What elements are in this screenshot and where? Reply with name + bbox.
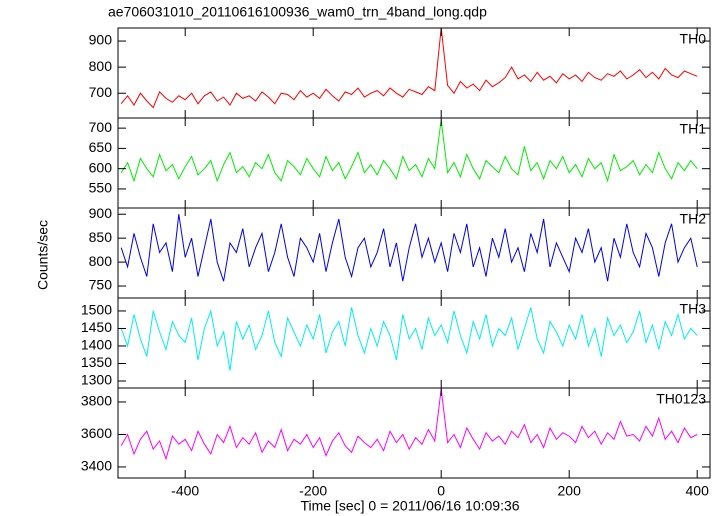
panel-label: TH3 — [680, 301, 707, 317]
y-tick-label: 750 — [89, 277, 113, 293]
y-tick-label: 900 — [89, 32, 113, 48]
y-tick-label: 800 — [89, 253, 113, 269]
y-tick-label: 700 — [89, 84, 113, 100]
data-line — [120, 388, 698, 461]
x-tick-label: 200 — [558, 483, 582, 499]
panel-label: TH2 — [680, 211, 707, 227]
y-tick-label: 850 — [89, 229, 113, 245]
y-tick-label: 3600 — [81, 425, 112, 441]
panel-label: TH0 — [680, 31, 707, 47]
data-line — [120, 27, 698, 109]
panel-frame — [117, 387, 711, 479]
x-tick-label: 400 — [686, 483, 710, 499]
y-axis-label: Counts/sec — [35, 220, 51, 290]
y-tick-label: 1350 — [81, 354, 112, 370]
chart-title: ae706031010_20110616100936_wam0_trn_4ban… — [108, 4, 487, 20]
panel-frame — [117, 117, 711, 209]
y-tick-label: 650 — [89, 139, 113, 155]
x-tick-label: -200 — [299, 483, 327, 499]
y-tick-label: 800 — [89, 58, 113, 74]
y-tick-label: 3400 — [81, 458, 112, 474]
data-line — [120, 119, 698, 183]
panel-frame — [117, 297, 711, 389]
y-tick-label: 700 — [89, 119, 113, 135]
y-tick-label: 1500 — [81, 302, 112, 318]
y-tick-label: 1400 — [81, 337, 112, 353]
data-line — [120, 307, 698, 371]
y-tick-label: 1450 — [81, 319, 112, 335]
x-tick-label: -400 — [171, 483, 199, 499]
y-tick-label: 900 — [89, 205, 113, 221]
y-tick-label: 600 — [89, 159, 113, 175]
y-tick-label: 1300 — [81, 372, 112, 388]
x-tick-label: 0 — [437, 483, 445, 499]
y-tick-label: 3800 — [81, 393, 112, 409]
panel-label: TH0123 — [656, 391, 706, 407]
x-axis-label: Time [sec] 0 = 2011/06/16 10:09:36 — [300, 498, 519, 514]
panel-label: TH1 — [680, 121, 707, 137]
data-line — [120, 214, 698, 282]
panel-frame — [117, 27, 711, 119]
y-tick-label: 550 — [89, 180, 113, 196]
